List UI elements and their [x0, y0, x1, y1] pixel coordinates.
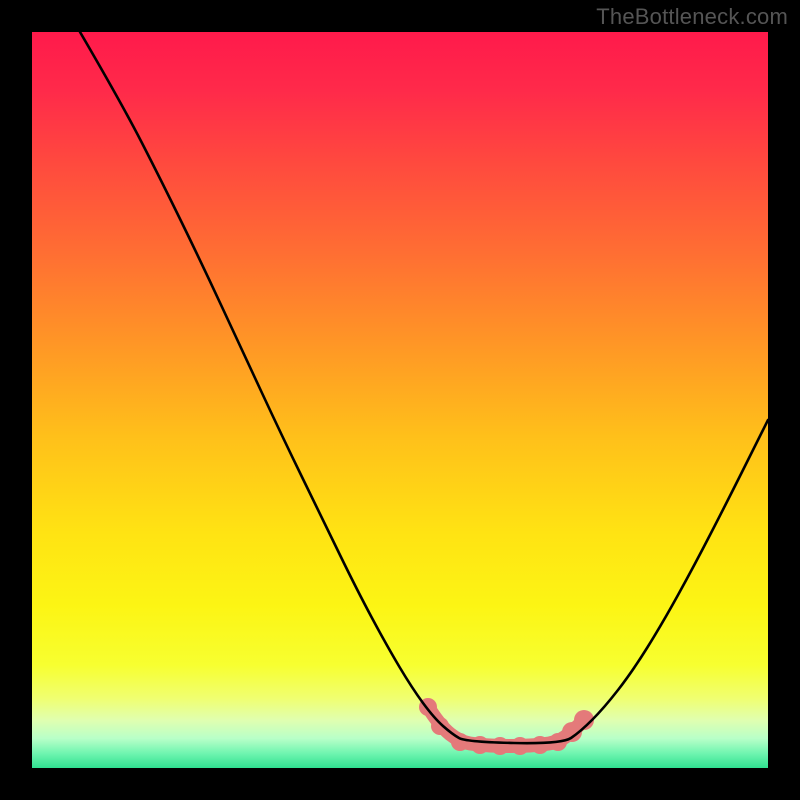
- valley-marker-dot: [491, 737, 509, 755]
- chart-svg: [32, 32, 768, 768]
- stage: TheBottleneck.com: [0, 0, 800, 800]
- valley-marker-dot: [431, 717, 449, 735]
- bottleneck-chart: [32, 32, 768, 768]
- valley-marker-dot: [511, 737, 529, 755]
- valley-marker-dot: [531, 736, 549, 754]
- watermark-text: TheBottleneck.com: [596, 4, 788, 30]
- valley-marker-dot: [471, 736, 489, 754]
